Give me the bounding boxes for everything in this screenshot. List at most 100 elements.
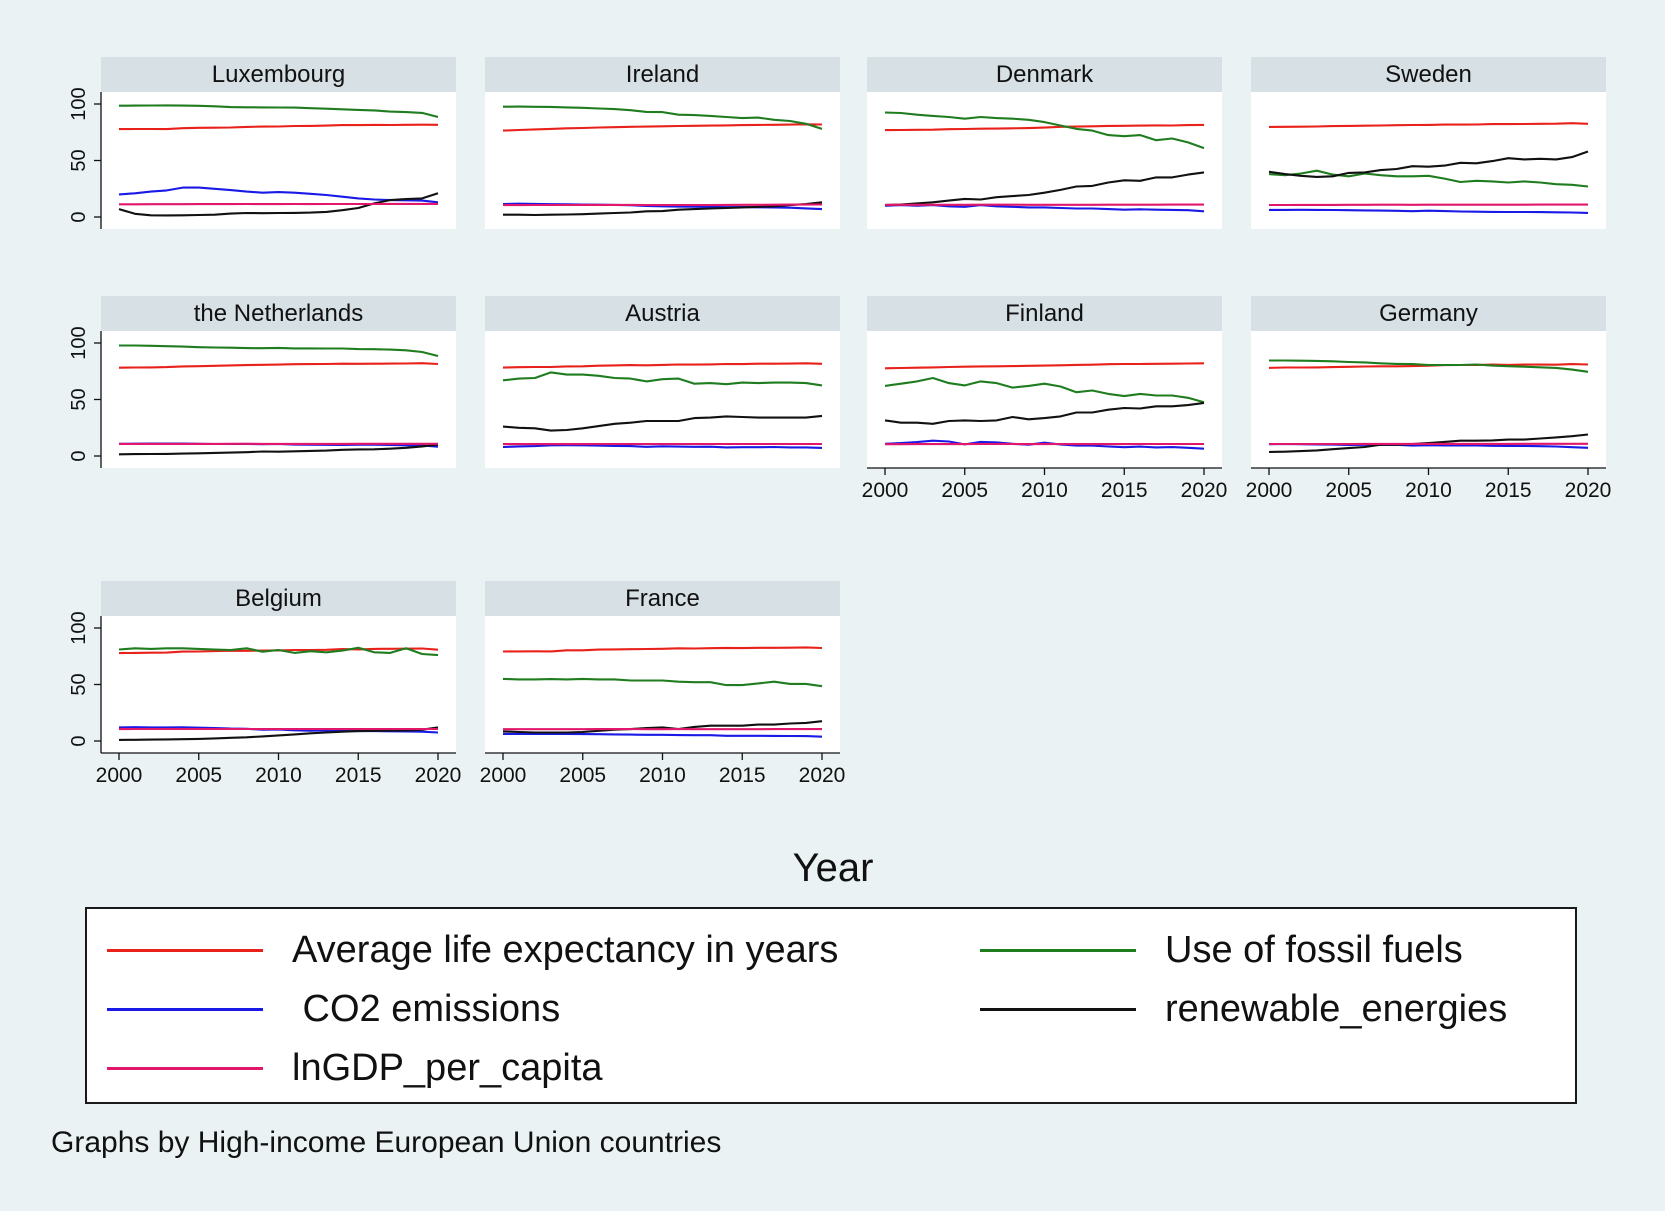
panel-title-austria: Austria <box>625 300 700 327</box>
legend-label-renewable-energies: renewable_energies <box>1165 988 1508 1030</box>
series-line-france-fossil <box>502 677 823 688</box>
series-line-luxembourg-co2 <box>118 186 439 204</box>
panel-header-france <box>485 581 840 616</box>
x-tick-label-france-2015: 2015 <box>719 764 766 787</box>
panel-header-the-netherlands <box>101 296 456 331</box>
panel-title-belgium: Belgium <box>235 585 322 612</box>
panel-title-luxembourg: Luxembourg <box>212 61 345 88</box>
plot-area-luxembourg <box>101 92 456 229</box>
legend-label-lngdp-per-capita: lnGDP_per_capita <box>292 1047 603 1089</box>
legend-label-life-expectancy: Average life expectancy in years <box>292 929 839 971</box>
panel-luxembourg: Luxembourg 0 50 100 <box>68 57 456 229</box>
panel-belgium: Belgium 0 50 100 2000 2005 2010 2015 2020 <box>68 581 461 787</box>
series-line-the-netherlands-life <box>118 362 439 369</box>
series-line-finland-life <box>884 362 1205 370</box>
y-tick-label-belgium-100: 100 <box>68 611 90 644</box>
panel-denmark: Denmark <box>867 57 1222 229</box>
plot-area-belgium <box>101 616 456 753</box>
chart-caption: Graphs by High-income European Union cou… <box>51 1126 722 1159</box>
series-line-austria-renew <box>502 414 823 432</box>
panel-ireland: Ireland <box>485 57 840 229</box>
legend-swatch-fossil-fuels <box>980 949 1136 952</box>
series-line-ireland-gdp <box>503 203 823 207</box>
panel-france: France 2000 2005 2010 2015 2020 <box>480 581 845 787</box>
legend-item-renewable-energies: renewable_energies <box>980 989 1560 1029</box>
series-line-finland-renew <box>884 401 1205 425</box>
x-axis-title: Year <box>792 846 874 890</box>
panel-germany: Germany 2000 2005 2010 2015 2020 <box>1246 296 1612 502</box>
series-line-germany-fossil <box>1269 359 1589 373</box>
series-line-luxembourg-renew <box>118 192 439 217</box>
series-line-finland-fossil <box>884 376 1205 404</box>
series-line-sweden-fossil <box>1268 169 1589 188</box>
legend-item-life-expectancy: Average life expectancy in years <box>107 930 907 970</box>
y-tick-label-the-netherlands-50: 50 <box>68 388 90 410</box>
series-line-belgium-renew <box>118 726 439 741</box>
series-line-luxembourg-fossil <box>118 104 439 119</box>
legend-swatch-co2-emissions <box>107 1008 263 1011</box>
series-line-the-netherlands-fossil <box>119 344 439 358</box>
x-tick-label-finland-2020: 2020 <box>1181 479 1228 502</box>
panel-header-denmark <box>867 57 1222 92</box>
plot-area-sweden <box>1251 92 1606 229</box>
panel-title-germany: Germany <box>1379 300 1478 327</box>
y-tick-label-luxembourg-50: 50 <box>68 149 90 171</box>
panel-header-germany <box>1251 296 1606 331</box>
legend-swatch-renewable-energies <box>980 1008 1136 1011</box>
series-line-luxembourg-life <box>118 123 439 131</box>
panel-title-the-netherlands: the Netherlands <box>194 300 363 327</box>
panel-title-denmark: Denmark <box>996 61 1094 88</box>
panel-header-belgium <box>101 581 456 616</box>
series-line-austria-fossil <box>502 371 823 387</box>
x-tick-label-belgium-2020: 2020 <box>415 764 462 787</box>
panel-title-france: France <box>625 585 700 612</box>
x-tick-label-france-2000: 2000 <box>480 764 527 787</box>
series-line-france-co2 <box>503 732 823 738</box>
series-line-belgium-fossil <box>118 646 439 657</box>
series-line-denmark-life <box>884 123 1205 132</box>
legend-item-co2-emissions: CO2 emissions <box>107 989 907 1029</box>
panel-header-sweden <box>1251 57 1606 92</box>
panel-header-luxembourg <box>101 57 456 92</box>
series-line-the-netherlands-renew <box>118 443 439 456</box>
panel-sweden: Sweden <box>1251 57 1606 229</box>
legend: Average life expectancy in years Use of … <box>85 907 1577 1104</box>
panel-title-finland: Finland <box>1005 300 1084 327</box>
series-line-sweden-co2 <box>1269 208 1589 214</box>
x-tick-label-france-2010: 2010 <box>639 764 686 787</box>
series-line-denmark-fossil <box>884 111 1205 150</box>
y-tick-label-luxembourg-100: 100 <box>68 87 90 120</box>
series-line-finland-co2 <box>884 439 1205 450</box>
x-tick-label-germany-2000: 2000 <box>1246 479 1293 502</box>
panel-header-finland <box>867 296 1222 331</box>
y-tick-label-the-netherlands-0: 0 <box>68 450 90 461</box>
panel-header-ireland <box>485 57 840 92</box>
y-tick-label-luxembourg-0: 0 <box>68 211 90 222</box>
x-tick-label-finland-2010: 2010 <box>1021 479 1068 502</box>
legend-swatch-life-expectancy <box>107 949 263 952</box>
x-tick-label-germany-2015: 2015 <box>1485 479 1532 502</box>
y-tick-label-belgium-0: 0 <box>68 735 90 746</box>
x-tick-label-finland-2005: 2005 <box>941 479 988 502</box>
x-tick-label-belgium-2000: 2000 <box>96 764 143 787</box>
plot-area-finland <box>867 331 1222 468</box>
x-tick-label-belgium-2010: 2010 <box>255 764 302 787</box>
series-line-france-renew <box>502 720 823 734</box>
legend-label-co2-emissions: CO2 emissions <box>292 988 561 1030</box>
panel-austria: Austria <box>485 296 840 468</box>
series-line-france-life <box>502 646 823 653</box>
series-line-denmark-renew <box>884 171 1205 207</box>
x-tick-label-finland-2015: 2015 <box>1101 479 1148 502</box>
x-tick-label-germany-2005: 2005 <box>1325 479 1372 502</box>
x-tick-label-finland-2000: 2000 <box>862 479 909 502</box>
panel-title-sweden: Sweden <box>1385 61 1472 88</box>
panel-header-austria <box>485 296 840 331</box>
panel-the-netherlands: the Netherlands 0 50 100 <box>68 296 456 468</box>
x-tick-label-germany-2020: 2020 <box>1565 479 1612 502</box>
legend-item-lngdp-per-capita: lnGDP_per_capita <box>107 1048 907 1088</box>
series-line-ireland-fossil <box>502 105 823 130</box>
x-tick-label-belgium-2015: 2015 <box>335 764 382 787</box>
legend-swatch-lngdp-per-capita <box>107 1067 263 1070</box>
